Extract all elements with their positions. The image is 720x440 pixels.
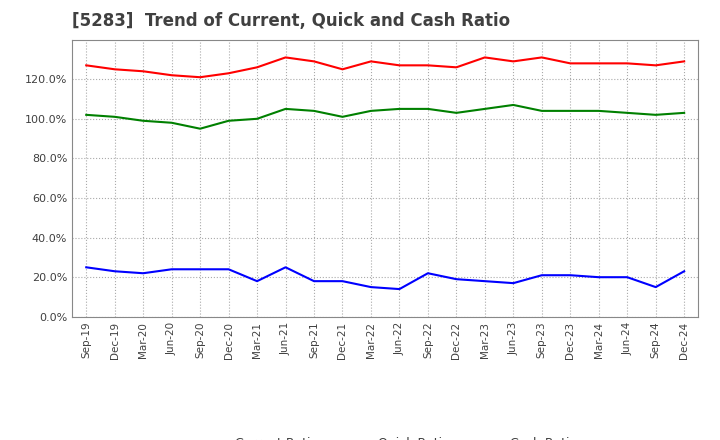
Cash Ratio	[282, 264, 290, 270]
Current Ratio	[423, 62, 432, 68]
Quick Ratio	[310, 108, 318, 114]
Quick Ratio	[338, 114, 347, 119]
Cash Ratio	[196, 267, 204, 272]
Cash Ratio	[680, 268, 688, 274]
Quick Ratio	[595, 108, 603, 114]
Current Ratio	[139, 69, 148, 74]
Quick Ratio	[167, 120, 176, 125]
Current Ratio	[595, 61, 603, 66]
Cash Ratio	[595, 275, 603, 280]
Current Ratio	[82, 62, 91, 68]
Quick Ratio	[395, 106, 404, 111]
Cash Ratio	[110, 268, 119, 274]
Cash Ratio	[423, 271, 432, 276]
Line: Current Ratio: Current Ratio	[86, 57, 684, 77]
Quick Ratio	[110, 114, 119, 119]
Line: Cash Ratio: Cash Ratio	[86, 267, 684, 289]
Quick Ratio	[139, 118, 148, 123]
Cash Ratio	[623, 275, 631, 280]
Cash Ratio	[167, 267, 176, 272]
Current Ratio	[310, 59, 318, 64]
Current Ratio	[167, 73, 176, 78]
Cash Ratio	[82, 264, 91, 270]
Cash Ratio	[652, 284, 660, 290]
Quick Ratio	[282, 106, 290, 111]
Quick Ratio	[680, 110, 688, 115]
Cash Ratio	[366, 284, 375, 290]
Quick Ratio	[480, 106, 489, 111]
Cash Ratio	[395, 286, 404, 292]
Quick Ratio	[196, 126, 204, 131]
Cash Ratio	[139, 271, 148, 276]
Cash Ratio	[225, 267, 233, 272]
Current Ratio	[282, 55, 290, 60]
Current Ratio	[509, 59, 518, 64]
Text: [5283]  Trend of Current, Quick and Cash Ratio: [5283] Trend of Current, Quick and Cash …	[72, 12, 510, 30]
Quick Ratio	[366, 108, 375, 114]
Quick Ratio	[566, 108, 575, 114]
Current Ratio	[480, 55, 489, 60]
Cash Ratio	[509, 281, 518, 286]
Quick Ratio	[623, 110, 631, 115]
Cash Ratio	[452, 276, 461, 282]
Cash Ratio	[566, 272, 575, 278]
Current Ratio	[110, 66, 119, 72]
Quick Ratio	[509, 102, 518, 107]
Cash Ratio	[480, 279, 489, 284]
Line: Quick Ratio: Quick Ratio	[86, 105, 684, 128]
Quick Ratio	[423, 106, 432, 111]
Current Ratio	[452, 65, 461, 70]
Quick Ratio	[82, 112, 91, 117]
Quick Ratio	[452, 110, 461, 115]
Quick Ratio	[652, 112, 660, 117]
Cash Ratio	[310, 279, 318, 284]
Current Ratio	[338, 66, 347, 72]
Cash Ratio	[338, 279, 347, 284]
Current Ratio	[395, 62, 404, 68]
Quick Ratio	[253, 116, 261, 121]
Quick Ratio	[537, 108, 546, 114]
Current Ratio	[196, 74, 204, 80]
Current Ratio	[253, 65, 261, 70]
Current Ratio	[623, 61, 631, 66]
Current Ratio	[652, 62, 660, 68]
Current Ratio	[566, 61, 575, 66]
Current Ratio	[680, 59, 688, 64]
Quick Ratio	[225, 118, 233, 123]
Legend: Current Ratio, Quick Ratio, Cash Ratio: Current Ratio, Quick Ratio, Cash Ratio	[189, 432, 582, 440]
Cash Ratio	[537, 272, 546, 278]
Current Ratio	[366, 59, 375, 64]
Cash Ratio	[253, 279, 261, 284]
Current Ratio	[537, 55, 546, 60]
Current Ratio	[225, 70, 233, 76]
